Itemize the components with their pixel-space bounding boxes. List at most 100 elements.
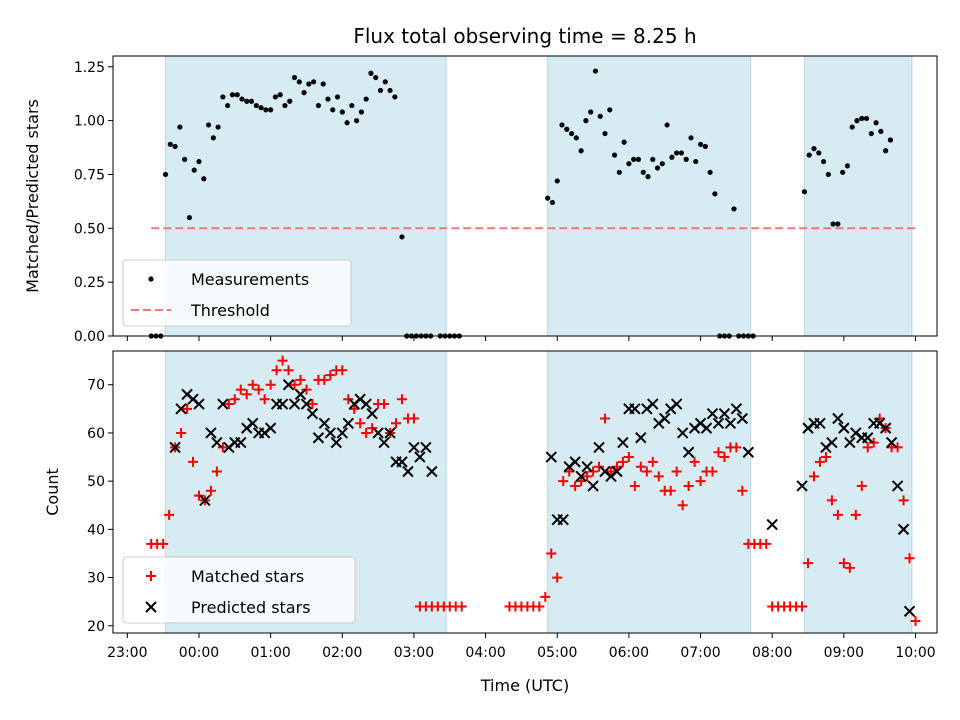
data-point bbox=[368, 70, 374, 76]
data-point bbox=[611, 461, 622, 472]
y-tick-label: 70 bbox=[87, 378, 105, 394]
data-point bbox=[676, 427, 689, 439]
x-tick-label: 09:00 bbox=[824, 645, 864, 661]
data-point bbox=[391, 418, 402, 429]
data-point bbox=[289, 379, 300, 390]
x-tick-label: 23:00 bbox=[107, 645, 147, 661]
data-point bbox=[330, 107, 336, 113]
series-predicted-stars bbox=[169, 379, 916, 618]
data-point bbox=[607, 107, 613, 113]
data-point bbox=[315, 102, 322, 109]
data-point bbox=[635, 432, 647, 444]
data-point bbox=[568, 130, 575, 137]
data-point bbox=[387, 87, 393, 94]
data-point bbox=[797, 601, 808, 612]
data-point bbox=[248, 98, 255, 104]
data-point bbox=[602, 130, 608, 137]
data-point bbox=[621, 139, 627, 145]
data-point bbox=[617, 456, 628, 467]
data-point bbox=[182, 156, 188, 162]
data-point bbox=[689, 456, 700, 467]
data-point bbox=[306, 407, 319, 420]
data-point bbox=[265, 379, 276, 390]
data-point bbox=[854, 118, 860, 124]
data-point bbox=[654, 165, 661, 171]
y-tick-label: 0.25 bbox=[74, 275, 105, 291]
data-point bbox=[862, 442, 873, 453]
data-point bbox=[838, 422, 850, 434]
data-point bbox=[693, 158, 699, 165]
data-point bbox=[272, 94, 279, 100]
data-point bbox=[688, 135, 694, 141]
data-point bbox=[349, 403, 360, 414]
x-axis-label: Time (UTC) bbox=[480, 676, 569, 695]
data-point bbox=[360, 398, 372, 410]
y-tick-label: 40 bbox=[87, 522, 105, 538]
data-point bbox=[868, 437, 879, 448]
legend-marker bbox=[145, 601, 157, 613]
data-point bbox=[211, 466, 222, 477]
data-point bbox=[730, 403, 743, 415]
data-point bbox=[742, 446, 755, 458]
data-point bbox=[844, 163, 851, 169]
data-point bbox=[594, 461, 605, 472]
data-point bbox=[825, 171, 831, 178]
data-point bbox=[835, 221, 841, 227]
data-point bbox=[264, 422, 277, 434]
data-point bbox=[196, 158, 202, 165]
data-point bbox=[247, 417, 259, 430]
data-point bbox=[582, 471, 593, 482]
data-point bbox=[559, 122, 565, 128]
data-point bbox=[611, 465, 623, 478]
data-point bbox=[650, 156, 656, 162]
data-point bbox=[210, 135, 216, 141]
data-point bbox=[306, 81, 312, 87]
data-point bbox=[820, 452, 831, 463]
data-point bbox=[355, 418, 366, 429]
legend-label: Measurements bbox=[191, 270, 309, 289]
data-point bbox=[702, 143, 708, 150]
data-point bbox=[647, 398, 659, 410]
data-point bbox=[296, 79, 302, 85]
data-point bbox=[724, 417, 737, 430]
data-point bbox=[253, 102, 259, 109]
data-point bbox=[235, 384, 246, 395]
data-point bbox=[719, 452, 730, 463]
data-point bbox=[414, 451, 426, 463]
data-point bbox=[820, 158, 827, 165]
shaded-interval bbox=[547, 55, 752, 337]
data-point bbox=[678, 150, 685, 156]
data-point bbox=[175, 403, 187, 415]
data-point bbox=[731, 442, 742, 453]
data-point bbox=[162, 171, 169, 178]
data-point bbox=[878, 128, 884, 134]
data-point bbox=[188, 456, 199, 467]
data-point bbox=[588, 109, 594, 115]
data-point bbox=[552, 572, 563, 583]
y-axis-label: Matched/Predicted stars bbox=[23, 99, 42, 293]
y-tick-label: 20 bbox=[87, 619, 105, 635]
data-point bbox=[241, 389, 252, 400]
data-point bbox=[271, 365, 282, 376]
data-point bbox=[887, 137, 894, 143]
data-point bbox=[378, 436, 390, 449]
data-point bbox=[377, 87, 384, 94]
data-point bbox=[330, 436, 343, 449]
data-point bbox=[640, 169, 646, 175]
data-point bbox=[670, 398, 683, 410]
data-point bbox=[737, 485, 748, 496]
data-point bbox=[343, 394, 354, 405]
data-point bbox=[904, 553, 915, 564]
data-point bbox=[199, 494, 211, 507]
data-point bbox=[816, 150, 822, 156]
data-point bbox=[814, 417, 826, 430]
data-point bbox=[259, 394, 270, 405]
data-point bbox=[534, 601, 545, 612]
y-tick-label: 50 bbox=[87, 474, 105, 490]
data-point bbox=[683, 156, 689, 162]
data-point bbox=[718, 407, 731, 420]
data-point bbox=[325, 370, 336, 381]
series-matched-stars bbox=[146, 355, 921, 626]
data-point bbox=[874, 413, 885, 424]
